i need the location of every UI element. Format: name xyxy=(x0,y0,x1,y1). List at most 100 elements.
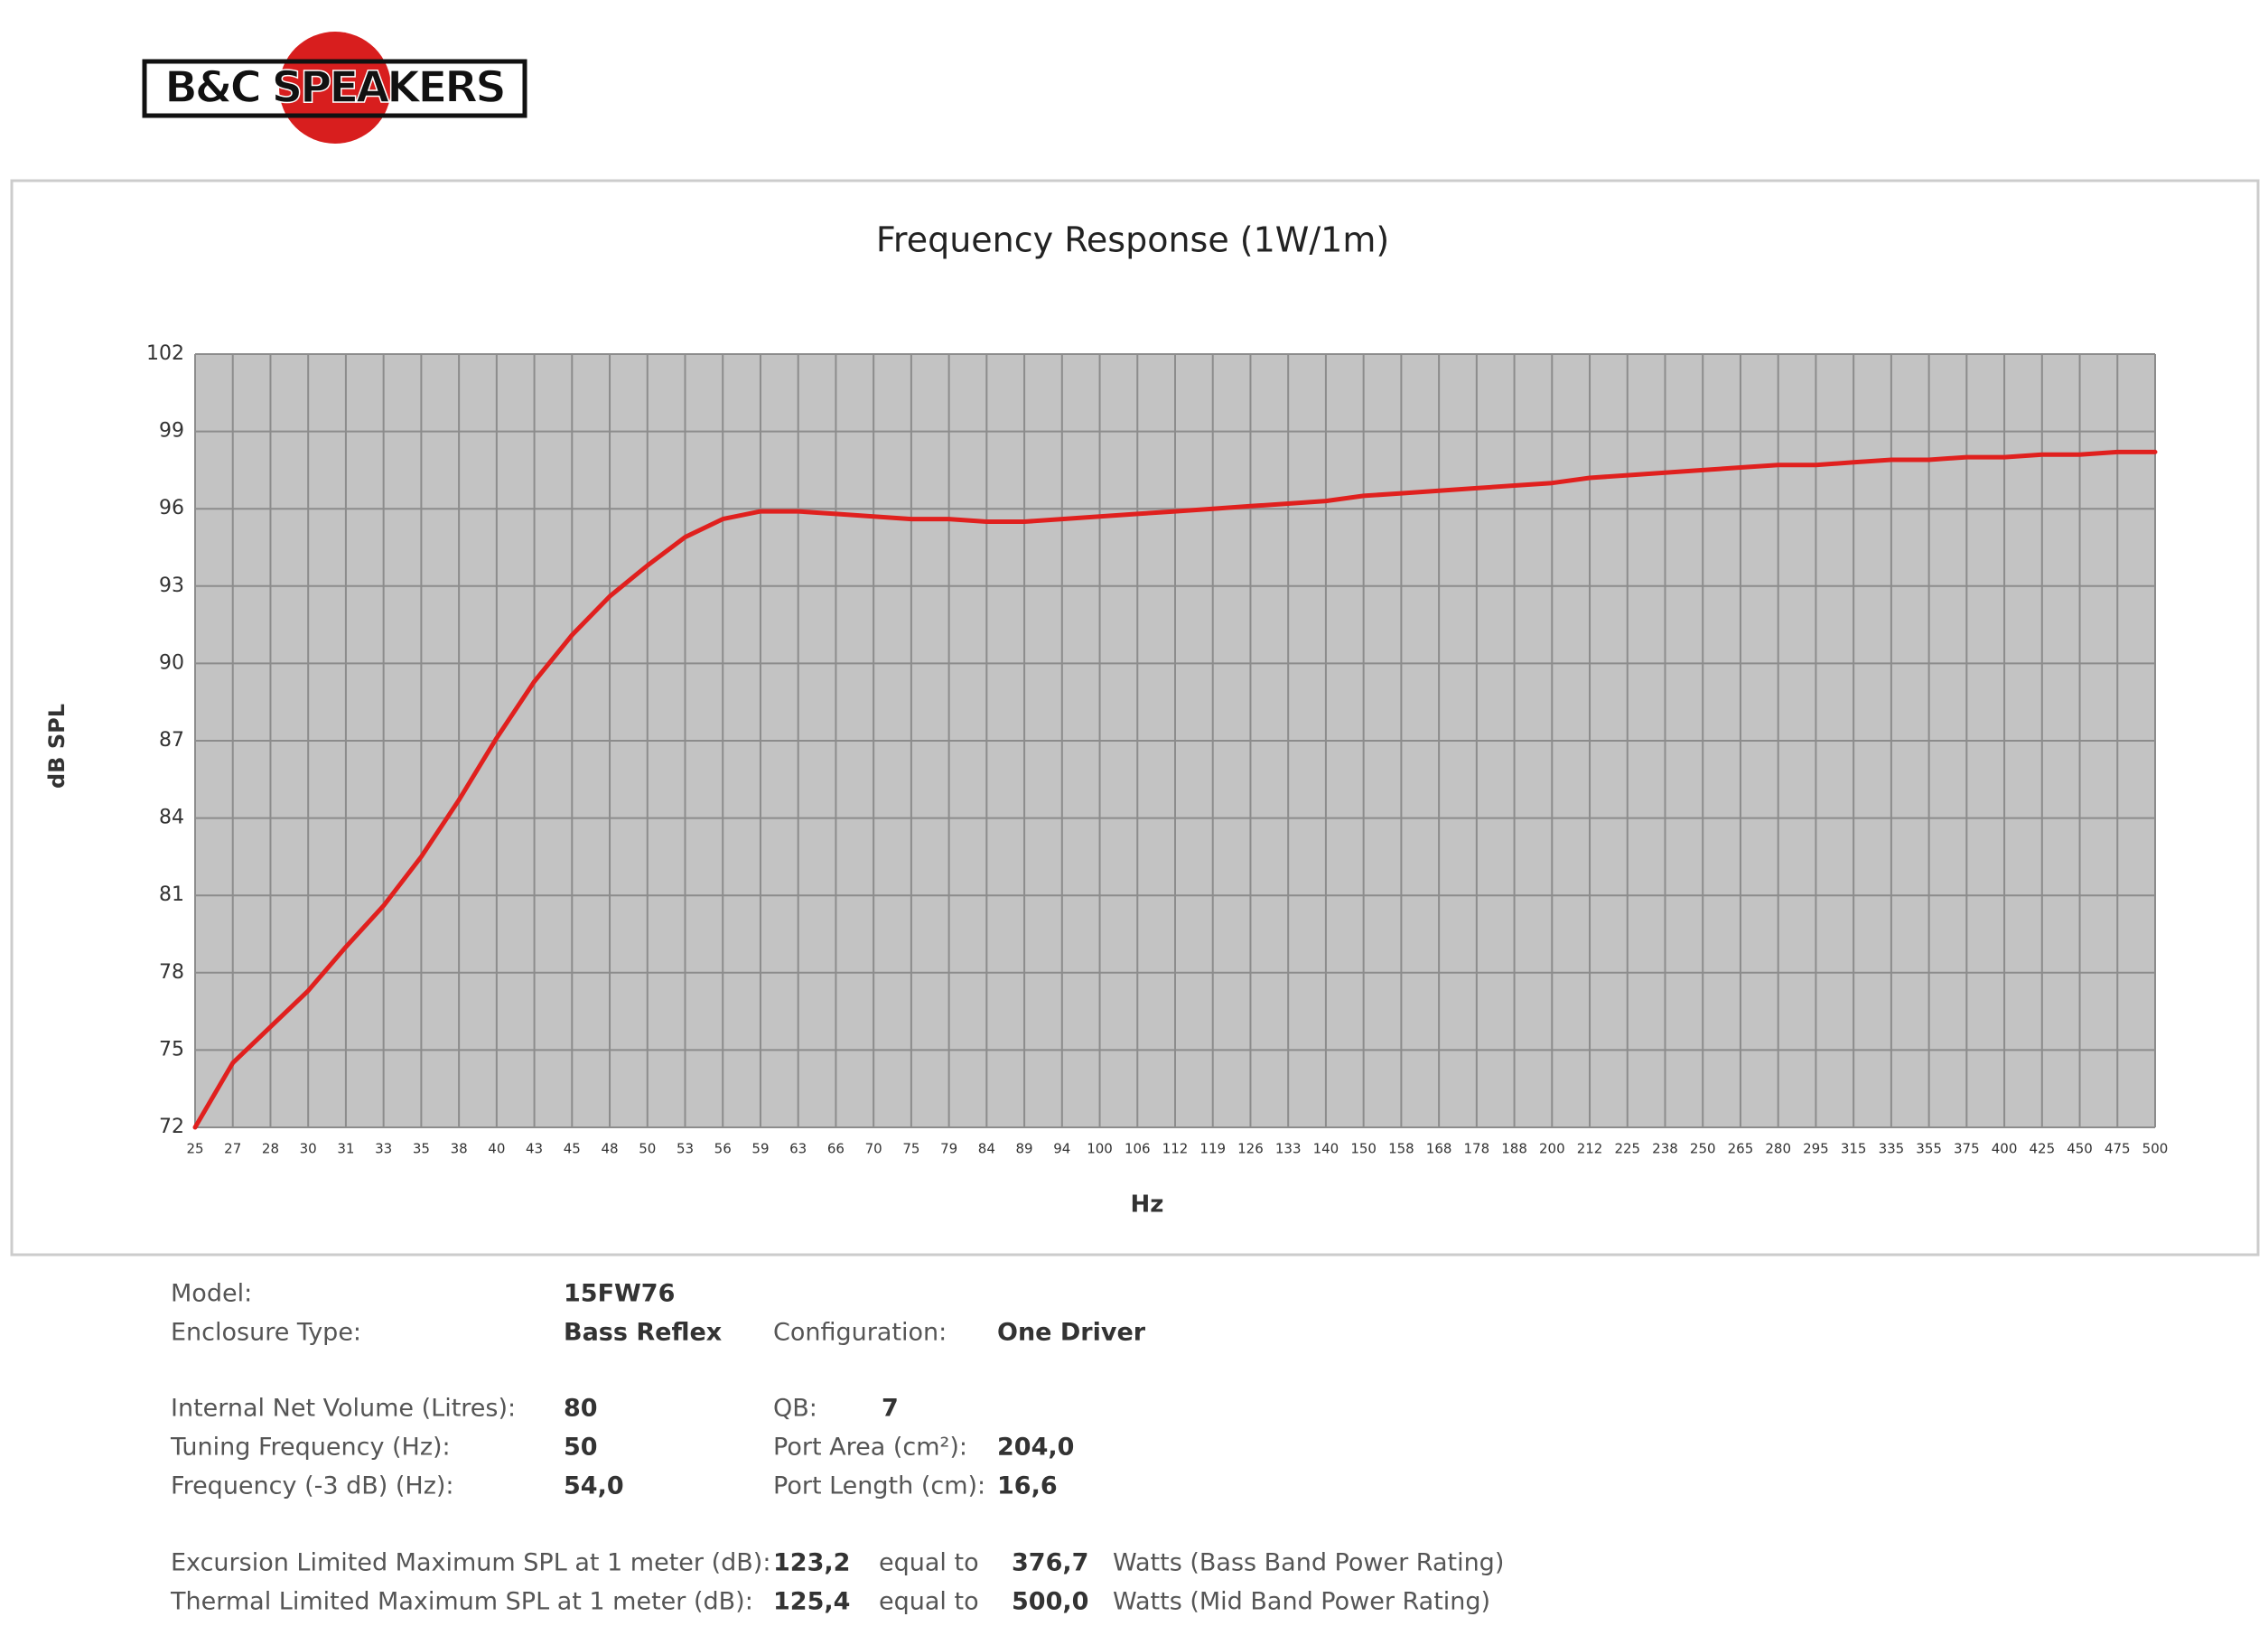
spec-value: 50 xyxy=(564,1434,598,1462)
spec-label: Configuration: xyxy=(773,1319,947,1347)
x-tick-label: 43 xyxy=(526,1141,543,1157)
x-tick-label: 400 xyxy=(1992,1141,2018,1157)
x-tick-label: 140 xyxy=(1313,1141,1339,1157)
x-tick-label: 35 xyxy=(413,1141,430,1157)
x-tick-label: 56 xyxy=(714,1141,732,1157)
spec-label: Port Length (cm): xyxy=(773,1472,985,1500)
x-axis-label: Hz xyxy=(1131,1191,1164,1219)
y-tick-label: 96 xyxy=(159,497,184,519)
spec-value: 16,6 xyxy=(997,1472,1058,1500)
spec-label: Watts (Mid Band Power Rating) xyxy=(1113,1588,1490,1616)
x-tick-label: 31 xyxy=(337,1141,354,1157)
spec-value: 54,0 xyxy=(564,1472,624,1500)
x-tick-label: 200 xyxy=(1539,1141,1565,1157)
x-tick-label: 375 xyxy=(1954,1141,1980,1157)
x-tick-label: 212 xyxy=(1577,1141,1603,1157)
y-tick-label: 72 xyxy=(159,1116,184,1138)
spec-value: 15FW76 xyxy=(564,1280,675,1308)
spec-label: Frequency (-3 dB) (Hz): xyxy=(171,1472,454,1500)
y-tick-label: 99 xyxy=(159,420,184,443)
x-tick-label: 25 xyxy=(186,1141,203,1157)
spec-label: Excursion Limited Maximum SPL at 1 meter… xyxy=(171,1549,770,1577)
spec-label: Port Area (cm²): xyxy=(773,1434,967,1462)
y-tick-label: 84 xyxy=(159,807,184,829)
x-tick-label: 295 xyxy=(1803,1141,1829,1157)
spec-value: One Driver xyxy=(997,1319,1146,1347)
spec-value: 123,2 xyxy=(773,1549,850,1577)
x-tick-label: 150 xyxy=(1350,1141,1377,1157)
spec-label: Thermal Limited Maximum SPL at 1 meter (… xyxy=(170,1588,753,1616)
x-tick-label: 238 xyxy=(1652,1141,1678,1157)
logo-text: B&C SPEAKERS xyxy=(164,62,504,113)
x-tick-label: 33 xyxy=(375,1141,392,1157)
x-tick-label: 250 xyxy=(1690,1141,1716,1157)
spec-label: Model: xyxy=(171,1280,252,1308)
x-tick-label: 500 xyxy=(2142,1141,2169,1157)
x-tick-label: 84 xyxy=(978,1141,995,1157)
y-tick-label: 90 xyxy=(159,651,184,674)
y-tick-label: 87 xyxy=(159,729,184,752)
y-tick-label: 78 xyxy=(159,961,184,984)
spec-value: 80 xyxy=(564,1395,598,1423)
x-tick-label: 70 xyxy=(865,1141,882,1157)
x-tick-label: 158 xyxy=(1388,1141,1414,1157)
x-tick-label: 89 xyxy=(1016,1141,1033,1157)
x-tick-label: 48 xyxy=(601,1141,618,1157)
x-tick-label: 63 xyxy=(789,1141,807,1157)
spec-label: Tuning Frequency (Hz): xyxy=(170,1434,451,1462)
x-tick-label: 280 xyxy=(1765,1141,1791,1157)
x-tick-label: 475 xyxy=(2105,1141,2131,1157)
x-tick-label: 225 xyxy=(1614,1141,1640,1157)
x-tick-label: 45 xyxy=(564,1141,581,1157)
x-tick-label: 168 xyxy=(1426,1141,1452,1157)
x-tick-label: 265 xyxy=(1728,1141,1754,1157)
spec-label: equal to xyxy=(879,1549,979,1577)
x-tick-label: 40 xyxy=(488,1141,505,1157)
x-tick-label: 106 xyxy=(1125,1141,1151,1157)
y-axis-label: dB SPL xyxy=(44,704,70,789)
y-tick-label: 75 xyxy=(159,1038,184,1061)
x-tick-label: 100 xyxy=(1087,1141,1113,1157)
spec-label: Enclosure Type: xyxy=(171,1319,361,1347)
response-line xyxy=(192,449,2158,1130)
x-tick-label: 50 xyxy=(639,1141,656,1157)
spec-label: Internal Net Volume (Litres): xyxy=(171,1395,516,1423)
x-tick-label: 59 xyxy=(751,1141,769,1157)
x-tick-label: 75 xyxy=(902,1141,919,1157)
x-tick-label: 119 xyxy=(1199,1141,1226,1157)
spec-value: 7 xyxy=(882,1395,899,1423)
x-tick-label: 133 xyxy=(1275,1141,1302,1157)
x-tick-label: 28 xyxy=(262,1141,279,1157)
spec-label: QB: xyxy=(773,1395,817,1423)
x-tick-label: 27 xyxy=(224,1141,241,1157)
x-tick-label: 450 xyxy=(2067,1141,2093,1157)
chart-title: Frequency Response (1W/1m) xyxy=(876,220,1389,260)
x-tick-label: 30 xyxy=(300,1141,317,1157)
spec-value: Bass Reflex xyxy=(564,1319,722,1347)
x-tick-label: 66 xyxy=(827,1141,845,1157)
spec-value: 376,7 xyxy=(1012,1549,1088,1577)
y-tick-label: 102 xyxy=(146,342,184,365)
x-tick-label: 425 xyxy=(2029,1141,2055,1157)
x-tick-label: 112 xyxy=(1162,1141,1189,1157)
x-tick-label: 38 xyxy=(451,1141,468,1157)
spec-label: equal to xyxy=(879,1588,979,1616)
x-tick-label: 79 xyxy=(940,1141,957,1157)
x-tick-label: 178 xyxy=(1464,1141,1490,1157)
spec-value: 125,4 xyxy=(773,1588,850,1616)
x-tick-label: 126 xyxy=(1237,1141,1264,1157)
spec-value: 204,0 xyxy=(997,1434,1074,1462)
x-tick-label: 335 xyxy=(1879,1141,1905,1157)
y-tick-label: 81 xyxy=(159,883,184,906)
x-tick-label: 188 xyxy=(1501,1141,1527,1157)
x-tick-label: 355 xyxy=(1916,1141,1942,1157)
spec-label: Watts (Bass Band Power Rating) xyxy=(1113,1549,1504,1577)
spec-value: 500,0 xyxy=(1012,1588,1088,1616)
x-tick-label: 53 xyxy=(677,1141,694,1157)
x-tick-label: 94 xyxy=(1053,1141,1070,1157)
logo-frame xyxy=(142,59,527,118)
x-tick-label: 315 xyxy=(1841,1141,1867,1157)
y-tick-label: 93 xyxy=(159,575,184,597)
